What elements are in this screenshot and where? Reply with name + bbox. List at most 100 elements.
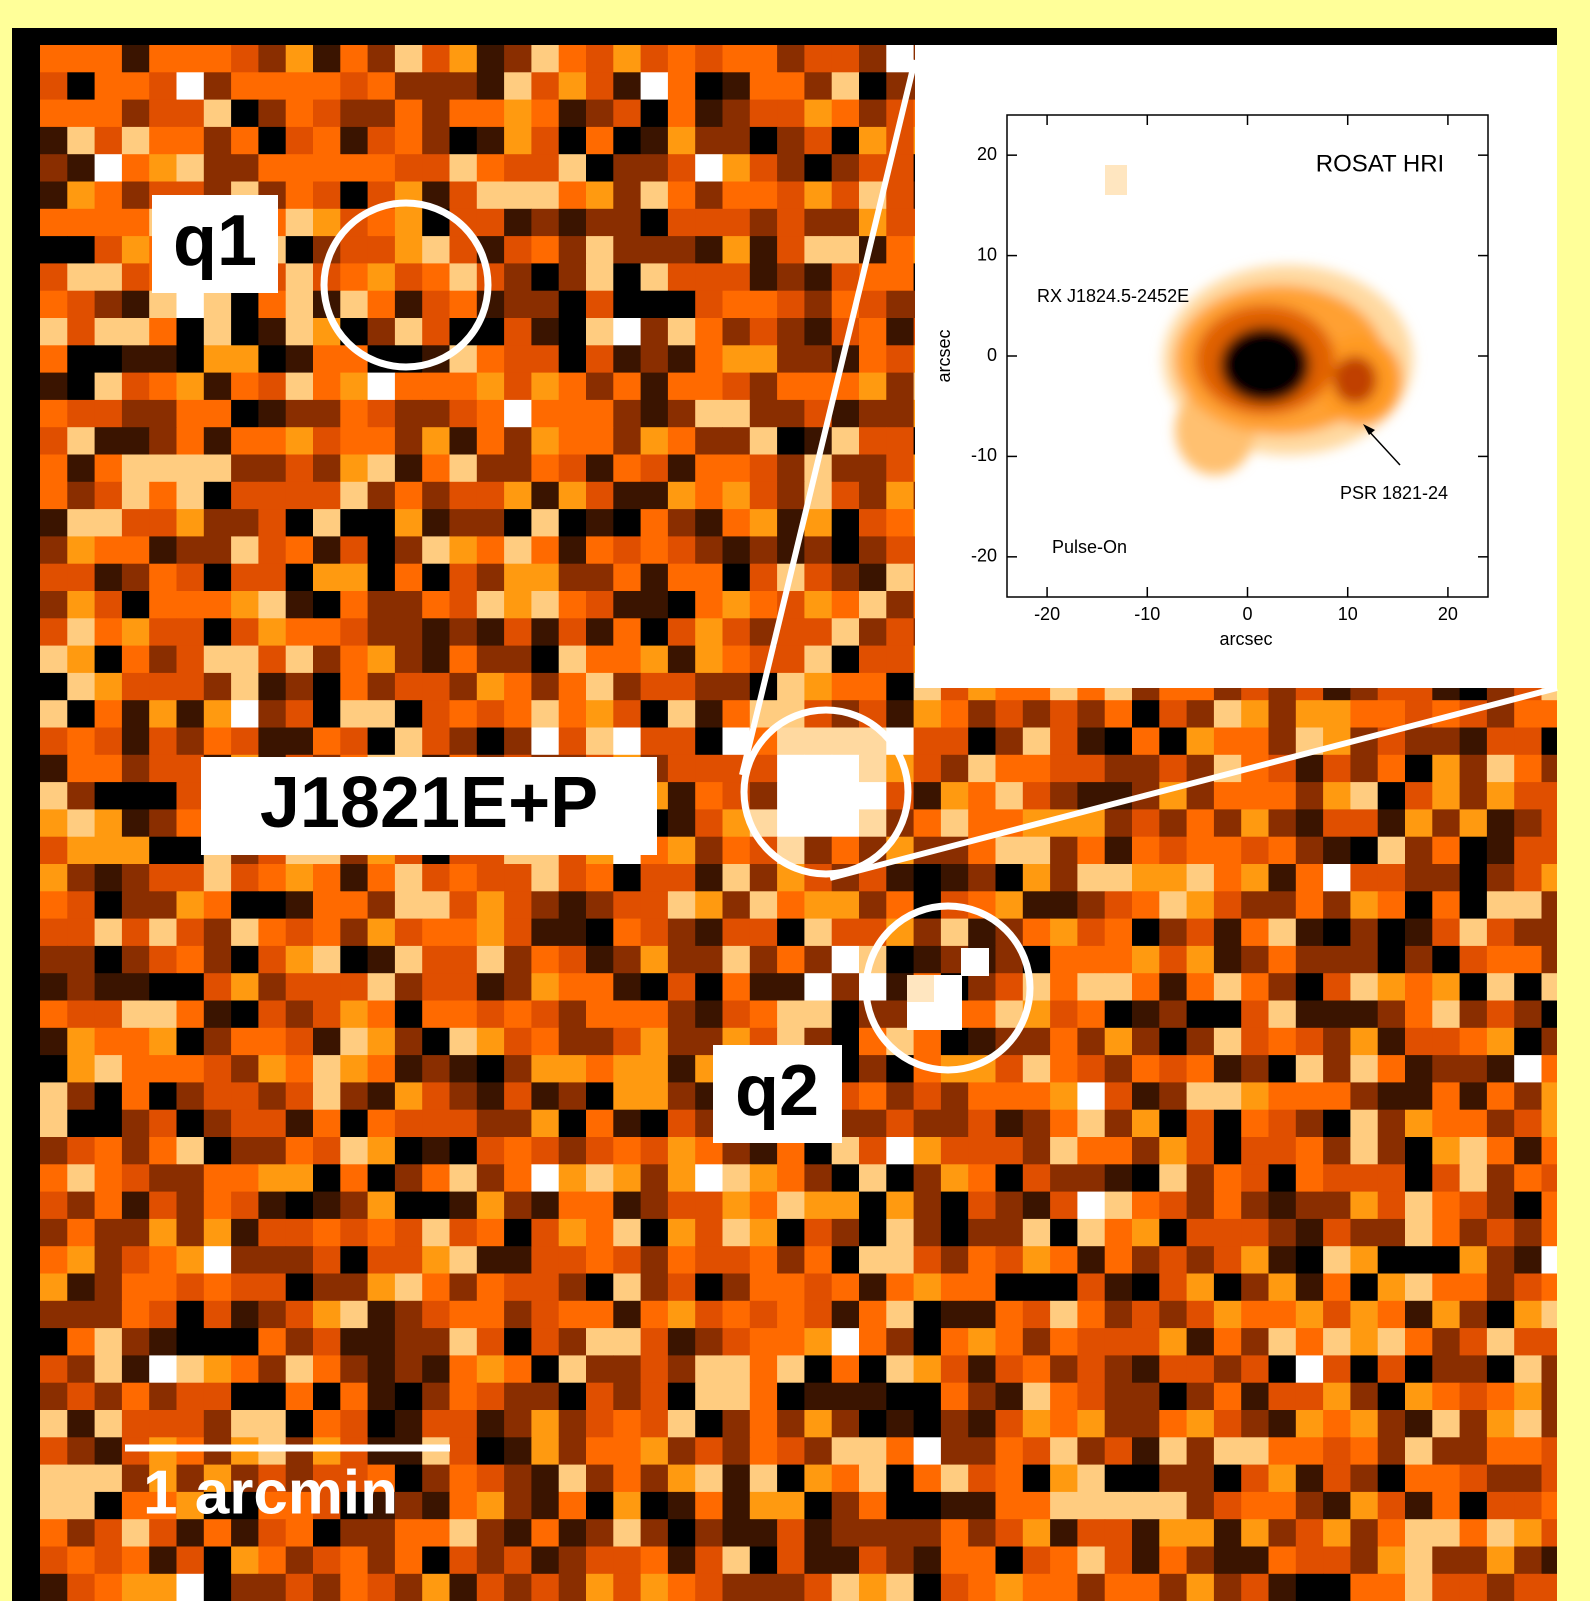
image-pixel	[149, 1383, 177, 1411]
image-pixel	[504, 154, 532, 182]
image-pixel	[286, 1383, 314, 1411]
image-pixel	[1514, 1219, 1542, 1247]
image-pixel	[95, 864, 123, 892]
image-pixel	[914, 728, 942, 756]
image-pixel	[95, 728, 123, 756]
image-pixel	[1296, 1001, 1324, 1029]
image-pixel	[559, 1219, 587, 1247]
image-pixel	[1432, 837, 1460, 865]
image-pixel	[941, 1274, 969, 1302]
image-pixel	[531, 1028, 559, 1056]
image-pixel	[286, 919, 314, 947]
image-pixel	[804, 864, 832, 892]
image-pixel	[67, 1137, 95, 1165]
image-pixel	[1105, 1355, 1133, 1383]
image-pixel	[723, 1164, 751, 1192]
image-pixel	[1487, 1028, 1515, 1056]
image-pixel	[1269, 1274, 1297, 1302]
image-pixel	[258, 1383, 286, 1411]
image-pixel	[1132, 837, 1160, 865]
label: J1821E+P	[260, 763, 598, 843]
image-pixel	[177, 919, 205, 947]
image-pixel	[204, 1219, 232, 1247]
image-pixel	[1514, 1492, 1542, 1520]
image-pixel	[340, 728, 368, 756]
image-pixel	[559, 45, 587, 73]
image-pixel	[668, 1110, 696, 1138]
image-pixel	[886, 236, 914, 264]
image-pixel	[641, 263, 669, 291]
image-pixel	[1105, 1001, 1133, 1029]
image-pixel	[641, 1001, 669, 1029]
image-pixel	[996, 973, 1024, 1001]
image-pixel	[40, 1137, 68, 1165]
image-pixel	[886, 182, 914, 210]
image-pixel	[1187, 1274, 1215, 1302]
image-pixel	[1105, 1492, 1133, 1520]
image-pixel	[95, 209, 123, 237]
image-pixel	[750, 1574, 778, 1601]
image-pixel	[1023, 919, 1051, 947]
image-pixel	[422, 946, 450, 974]
image-pixel	[1487, 782, 1515, 810]
image-pixel	[95, 263, 123, 291]
image-pixel	[559, 673, 587, 701]
image-pixel	[1296, 1028, 1324, 1056]
image-pixel	[313, 154, 341, 182]
image-pixel	[450, 891, 478, 919]
image-pixel	[477, 373, 505, 401]
image-pixel	[1378, 1082, 1406, 1110]
image-pixel	[231, 946, 259, 974]
image-pixel	[777, 755, 805, 783]
image-pixel	[1514, 1410, 1542, 1438]
image-pixel	[1378, 1274, 1406, 1302]
image-pixel	[67, 509, 95, 537]
image-pixel	[1296, 1437, 1324, 1465]
image-pixel	[95, 1547, 123, 1575]
image-pixel	[177, 345, 205, 373]
image-pixel	[1023, 1137, 1051, 1165]
image-pixel	[340, 427, 368, 455]
image-pixel	[1187, 1574, 1215, 1601]
image-pixel	[559, 919, 587, 947]
image-pixel	[613, 1301, 641, 1329]
image-pixel	[859, 1219, 887, 1247]
image-pixel	[586, 1246, 614, 1274]
image-pixel	[1378, 1547, 1406, 1575]
image-pixel	[149, 891, 177, 919]
image-pixel	[177, 482, 205, 510]
image-pixel	[1296, 1519, 1324, 1547]
image-pixel	[641, 373, 669, 401]
image-pixel	[258, 1110, 286, 1138]
image-pixel	[832, 509, 860, 537]
image-pixel	[1350, 891, 1378, 919]
image-pixel	[40, 1355, 68, 1383]
image-pixel	[231, 1082, 259, 1110]
image-pixel	[95, 100, 123, 128]
image-pixel	[641, 291, 669, 319]
image-pixel	[177, 400, 205, 428]
image-pixel	[668, 482, 696, 510]
image-pixel	[67, 127, 95, 155]
image-pixel	[204, 1355, 232, 1383]
image-pixel	[67, 1028, 95, 1056]
image-pixel	[996, 1574, 1024, 1601]
image-pixel	[122, 154, 150, 182]
image-pixel	[723, 209, 751, 237]
image-pixel	[750, 591, 778, 619]
image-pixel	[231, 673, 259, 701]
image-pixel	[996, 1465, 1024, 1493]
image-pixel	[340, 1246, 368, 1274]
image-pixel	[1432, 1219, 1460, 1247]
image-pixel	[122, 1137, 150, 1165]
image-pixel	[368, 1001, 396, 1029]
image-pixel	[95, 1383, 123, 1411]
image-pixel	[695, 509, 723, 537]
image-pixel	[859, 618, 887, 646]
image-pixel	[1132, 1465, 1160, 1493]
image-pixel	[1405, 1192, 1433, 1220]
image-pixel	[149, 864, 177, 892]
image-pixel	[586, 182, 614, 210]
image-pixel	[1487, 1328, 1515, 1356]
image-pixel	[149, 127, 177, 155]
